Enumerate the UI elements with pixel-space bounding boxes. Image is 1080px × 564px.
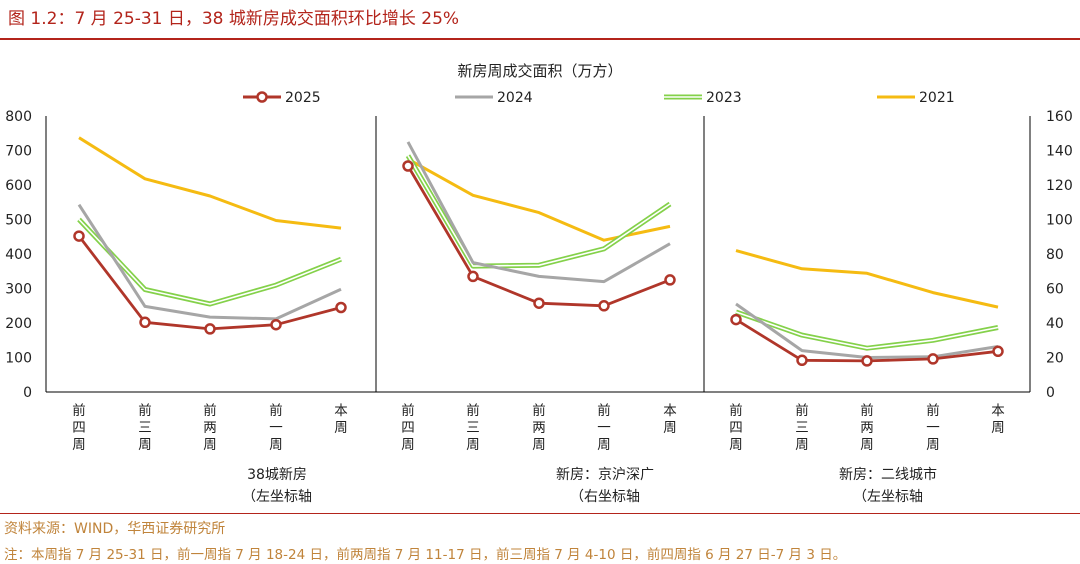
category-label: 前两周 [532, 402, 546, 453]
series-2025-line [77, 235, 342, 331]
category-label: 前三周 [466, 402, 480, 453]
series-2025-point [730, 313, 742, 326]
category-label: 前一周 [597, 402, 611, 453]
category-label: 本周 [991, 403, 1005, 436]
series-2025-point [402, 160, 414, 172]
series-2025-point [927, 353, 939, 365]
category-label: 本周 [663, 403, 677, 436]
series-2024-line [77, 203, 342, 321]
series-2021-line [735, 249, 999, 309]
figure-label: 图 1.2：7 月 25-31 日，38 城新房成交面积环比增长 25% [8, 9, 460, 29]
top-rule [0, 38, 1080, 40]
category-label: 前一周 [269, 402, 283, 453]
panel-label: 新房：京沪深广 [556, 467, 654, 483]
legend-2025-marker [256, 91, 268, 103]
series-2021-line [78, 136, 342, 230]
left-tick-label: 600 [5, 178, 32, 194]
panel-label: 新房：二线城市 [839, 466, 937, 483]
series-2023-line [405, 154, 672, 269]
left-tick-label: 0 [23, 385, 32, 401]
left-tick-label: 500 [5, 213, 32, 229]
series-2025-point [992, 345, 1004, 358]
category-label: 前三周 [795, 402, 809, 453]
series-2023-line-inner [78, 218, 342, 305]
left-tick-label: 700 [5, 144, 32, 160]
series-2025-point [73, 230, 85, 242]
series-2025-point [270, 318, 282, 331]
right-tick-label: 80 [1046, 247, 1064, 263]
right-tick-label: 0 [1046, 385, 1055, 401]
right-tick-label: 20 [1046, 351, 1064, 367]
series-2023-line-inner [407, 155, 671, 267]
panel-axis-note: （右坐标轴 [570, 489, 640, 505]
series-2025-point [335, 301, 347, 314]
chart: 新房周成交面积（万方）2025 2024 2023 20210100200300400… [5, 62, 1073, 505]
category-label: 前两周 [860, 402, 874, 453]
panel-label: 38城新房 [247, 467, 307, 483]
series-2024-line [406, 141, 671, 284]
right-tick-label: 40 [1046, 316, 1064, 332]
left-tick-label: 800 [5, 109, 32, 125]
series-2025-point [204, 323, 216, 335]
category-label: 前两周 [203, 402, 217, 453]
chart-title: 新房周成交面积（万方） [457, 62, 622, 80]
series-2025-point [861, 355, 873, 367]
left-tick-label: 400 [5, 247, 32, 263]
legend-2025-label: 2025 [285, 90, 321, 106]
right-tick-label: 160 [1046, 109, 1073, 125]
legend-2024-label: 2024 [497, 90, 533, 106]
right-tick-label: 100 [1046, 213, 1073, 229]
right-tick-label: 60 [1046, 282, 1064, 298]
series-2023-line-inner [735, 311, 999, 350]
left-tick-label: 100 [5, 351, 32, 367]
category-label: 前三周 [138, 402, 152, 453]
footnote: 注：本周指 7 月 25-31 日，前一周指 7 月 18-24 日，前两周指 … [4, 547, 847, 563]
panel-axis-note: （左坐标轴 [242, 489, 312, 505]
left-tick-label: 300 [5, 282, 32, 298]
panel-axis-note: （左坐标轴 [853, 489, 923, 505]
series-2025-point [664, 274, 676, 286]
series-2025-point [533, 297, 545, 309]
category-label: 本周 [334, 403, 348, 436]
legend-2021-label: 2021 [919, 90, 955, 106]
series-2025-point [139, 316, 151, 329]
series-2025-point [796, 354, 808, 367]
series-2025-point [467, 270, 479, 283]
source-note: 资料来源：WIND，华西证券研究所 [4, 521, 226, 537]
left-tick-label: 200 [5, 316, 32, 332]
category-label: 前四周 [729, 402, 743, 453]
series-2025-point [598, 300, 610, 312]
category-label: 前四周 [72, 402, 86, 453]
right-tick-label: 140 [1046, 144, 1073, 160]
category-label: 前一周 [926, 402, 940, 453]
right-tick-label: 120 [1046, 178, 1073, 194]
legend-2023-label: 2023 [706, 90, 742, 106]
bottom-rule [0, 513, 1080, 514]
category-label: 前四周 [401, 402, 415, 453]
